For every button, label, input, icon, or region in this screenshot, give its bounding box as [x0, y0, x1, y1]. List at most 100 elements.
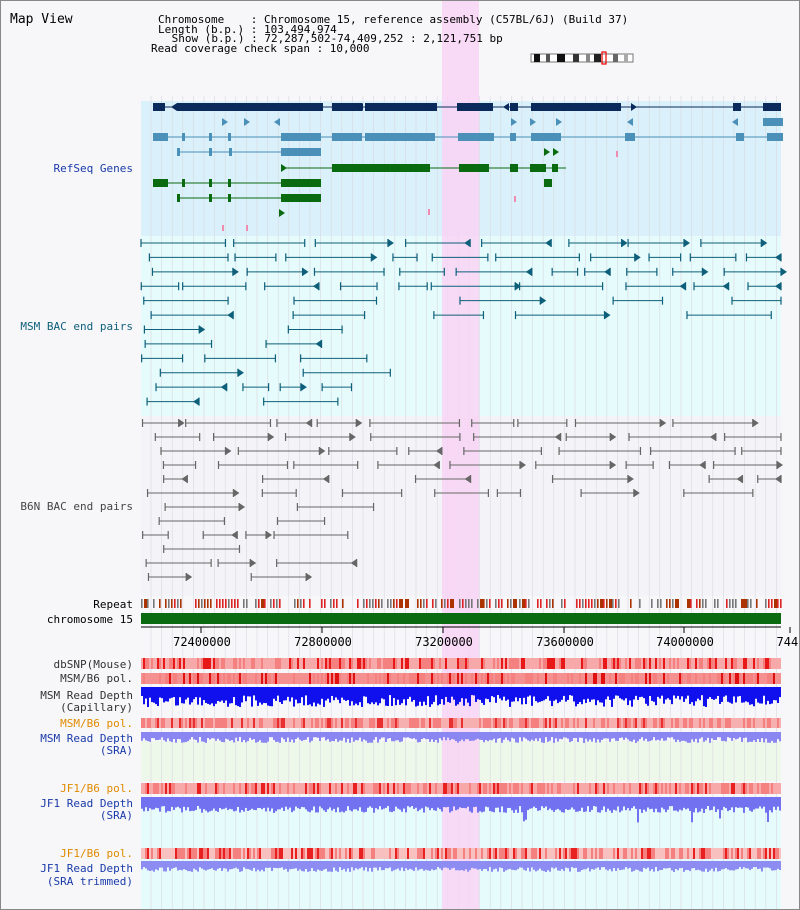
jf1-b6-pol-strip-2 [143, 848, 145, 859]
jf1-b6-pol-strip [305, 783, 307, 794]
msm-b6-pol-strip [147, 673, 149, 684]
msm-b6-pol-strip-2 [211, 718, 213, 728]
dbsnp-strip [287, 658, 289, 669]
axis-tick-label: 7440 [777, 635, 800, 649]
msm-b6-pol-strip [493, 673, 495, 684]
msm-depth-capillary-bar [321, 687, 323, 699]
repeat-mark [546, 599, 548, 608]
msm-depth-capillary-bar [269, 687, 271, 707]
msm-depth-capillary-bar [747, 687, 749, 703]
msm-depth-capillary-bar [393, 687, 395, 699]
jf1-b6-pol-strip [737, 783, 739, 794]
jf1-b6-pol-strip-2 [211, 848, 213, 859]
msm-depth-sra-bar [565, 732, 567, 738]
jf1-b6-pol-strip-2 [197, 848, 199, 859]
msm-depth-sra-bar [625, 732, 627, 738]
dbsnp-strip [325, 658, 327, 669]
jf1-depth-bar [587, 797, 589, 807]
msm-b6-pol-strip-2 [345, 718, 347, 728]
msm-b6-pol-strip [527, 673, 529, 684]
jf1-trimmed-depth-bar [737, 861, 739, 870]
jf1-depth-bar [501, 797, 503, 807]
msm-b6-pol-strip-2 [203, 718, 205, 728]
msm-depth-sra-bar [713, 732, 715, 740]
msm-depth-capillary-bar [425, 687, 427, 706]
jf1-b6-pol-strip [157, 783, 159, 794]
msm-b6-pol-strip [745, 673, 747, 684]
track-label-refseq[interactable]: RefSeq Genes [53, 162, 133, 175]
jf1-trimmed-depth-bar [591, 861, 593, 870]
jf1-trimmed-depth-bar [271, 861, 273, 871]
dbsnp-strip [235, 658, 237, 669]
repeat-mark [309, 599, 311, 608]
jf1-depth-bar [169, 797, 171, 812]
jf1-b6-pol-strip [609, 783, 611, 794]
msm-depth-sra-bar [475, 732, 477, 740]
jf1-b6-pol-strip-2 [721, 848, 723, 859]
msm-b6-pol-strip [397, 673, 399, 684]
msm-depth-sra-bar [233, 732, 235, 743]
msm-depth-capillary-bar [497, 687, 499, 696]
jf1-trimmed-depth-bar [693, 861, 695, 868]
jf1-trimmed-depth-bar [389, 861, 391, 868]
repeat-mark [606, 599, 608, 608]
jf1-b6-pol-strip-2 [241, 848, 243, 859]
jf1-depth-bar [701, 797, 703, 809]
msm-b6-pol-strip [251, 673, 253, 684]
jf1-depth-bar [551, 797, 553, 811]
msm-depth-capillary-bar [367, 687, 369, 704]
jf1-b6-pol-strip [189, 783, 191, 794]
track-label-b6n-bac[interactable]: B6N BAC end pairs [20, 500, 133, 513]
jf1-b6-pol-strip [313, 783, 315, 794]
msm-b6-pol-strip [195, 673, 197, 684]
jf1-b6-pol-strip-2 [737, 848, 739, 859]
msm-depth-sra-bar [745, 732, 747, 738]
dbsnp-strip [281, 658, 283, 669]
msm-depth-sra-bar [165, 732, 167, 742]
b6n-bac-arrow [322, 475, 329, 483]
msm-depth-sra-bar [307, 732, 309, 738]
msm-b6-pol-strip-2 [241, 718, 243, 728]
b6n-bac-arrow [350, 559, 357, 567]
jf1-depth-bar [711, 797, 713, 810]
msm-b6-pol-strip [497, 673, 499, 684]
msm-depth-sra-bar [387, 732, 389, 739]
dbsnp-strip [227, 658, 229, 669]
msm-depth-sra-bar [331, 732, 333, 741]
dbsnp-strip [619, 658, 621, 669]
msm-depth-sra-bar [477, 732, 479, 739]
msm-depth-sra-bar [461, 732, 463, 740]
jf1-b6-pol-strip-2 [597, 848, 599, 859]
jf1-b6-pol-strip-2 [773, 848, 775, 859]
msm-depth-sra-bar [499, 732, 501, 738]
msm-depth-capillary-bar [775, 687, 777, 701]
jf1-b6-pol-strip [427, 783, 429, 794]
dbsnp-strip [685, 658, 687, 669]
track-label-msm-bac[interactable]: MSM BAC end pairs [20, 320, 133, 333]
msm-depth-capillary-bar [311, 687, 313, 707]
msm-b6-pol-strip [185, 673, 187, 684]
jf1-b6-pol-strip [663, 783, 665, 794]
msm-b6-pol-strip [429, 673, 431, 684]
repeat-mark [324, 599, 326, 608]
msm-depth-capillary-bar [325, 687, 327, 701]
msm-depth-sra-bar [641, 732, 643, 738]
msm-depth-sra-bar [363, 732, 365, 740]
jf1-depth-bar [385, 797, 387, 808]
msm-depth-capillary-bar [503, 687, 505, 697]
msm-depth-sra-bar [383, 732, 385, 738]
jf1-b6-pol-strip-2 [309, 848, 311, 859]
msm-depth-sra-bar [647, 732, 649, 742]
dbsnp-strip [459, 658, 461, 669]
jf1-b6-pol-strip-2 [175, 848, 177, 859]
jf1-trimmed-depth-bar [667, 861, 669, 869]
msm-b6-pol-strip-2 [393, 718, 395, 728]
msm-b6-pol-strip [645, 673, 647, 684]
msm-b6-pol-strip [221, 673, 223, 684]
jf1-b6-pol-strip [253, 783, 255, 794]
jf1-b6-pol-strip [269, 783, 271, 794]
jf1-depth-bar [273, 797, 275, 813]
msm-b6-pol-strip [521, 673, 523, 684]
repeat-mark [210, 599, 212, 608]
jf1-depth-bar [509, 797, 511, 808]
